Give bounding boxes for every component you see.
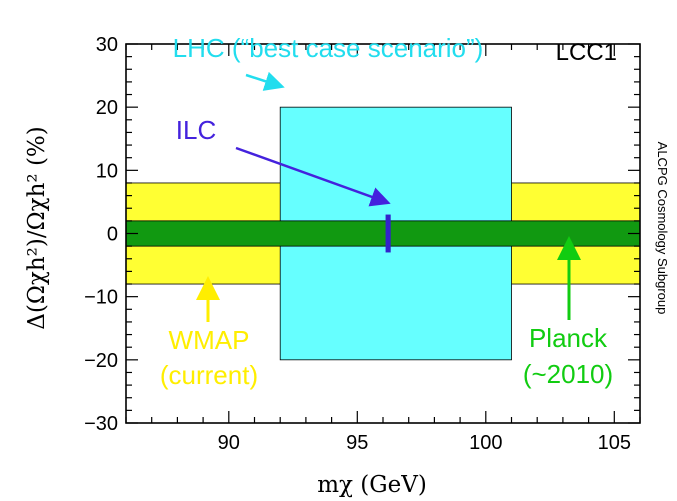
y-tick-label: 10 <box>96 160 118 182</box>
x-tick-label: 100 <box>469 432 502 454</box>
y-tick-label: 0 <box>107 224 118 246</box>
ilc-label: ILC <box>176 115 216 145</box>
y-tick-label: −20 <box>84 350 118 372</box>
x-tick-label: 105 <box>598 432 631 454</box>
labels-layer: 90 95 100 105 −30 −20 −10 0 10 20 30 <box>84 34 631 454</box>
lhc-arrow <box>245 71 285 91</box>
chart-tag: LCC1 <box>556 39 617 66</box>
side-label: ALCPG Cosmology Subgroup <box>655 142 670 315</box>
bands-layer <box>125 106 641 361</box>
x-tick-label: 90 <box>218 432 240 454</box>
wmap-note: (current) <box>160 360 258 390</box>
y-tick-label: 30 <box>96 34 118 56</box>
y-axis-title: Δ(Ωχh²)/Ωχh² (%) <box>24 126 50 330</box>
band-ilc <box>385 214 391 253</box>
wmap-label: WMAP <box>169 325 250 355</box>
y-tick-label: 20 <box>96 97 118 119</box>
band-planck <box>125 220 641 247</box>
x-tick-label: 95 <box>346 432 368 454</box>
ilc-arrow <box>235 146 391 207</box>
planck-label: Planck <box>529 323 608 353</box>
y-tick-label: −30 <box>84 413 118 435</box>
x-axis-title: mχ (GeV) <box>317 472 427 498</box>
y-tick-label: −10 <box>84 287 118 309</box>
planck-note: (~2010) <box>523 359 613 389</box>
lhc-label: LHC (“best case scenario”) <box>173 33 484 63</box>
ticks-layer <box>125 43 641 424</box>
